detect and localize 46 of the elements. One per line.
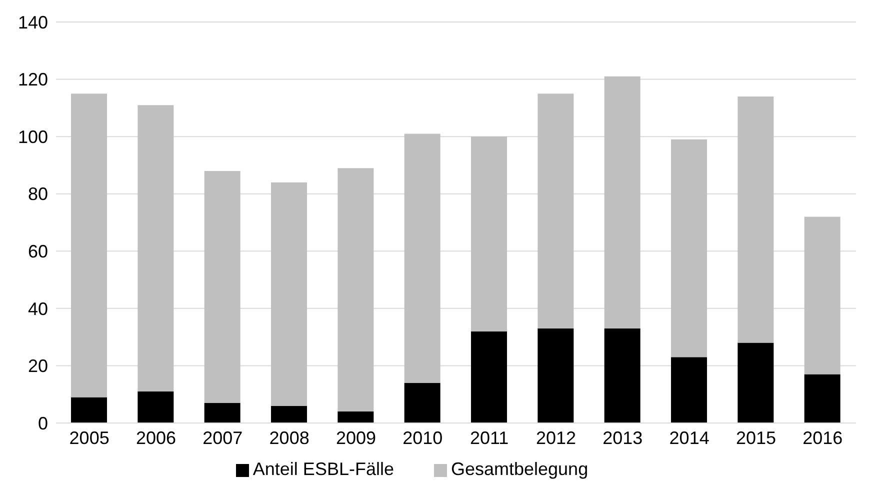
- x-tick-label: 2007: [202, 428, 243, 448]
- bar: [404, 382, 440, 423]
- y-tick-label: 60: [28, 242, 48, 262]
- bar: [138, 391, 174, 423]
- bar: [738, 96, 774, 343]
- x-tick-label: 2008: [269, 428, 310, 448]
- y-tick-label: 0: [38, 413, 48, 434]
- bar: [604, 76, 640, 328]
- bar: [738, 342, 774, 423]
- bar: [804, 216, 840, 374]
- x-tick-label: 2012: [536, 428, 576, 448]
- bar: [204, 402, 240, 423]
- y-tick-label: 20: [28, 356, 48, 376]
- x-tick-label: 2016: [802, 428, 843, 448]
- bar: [671, 139, 707, 358]
- x-tick-label: 2014: [669, 428, 710, 448]
- bar: [471, 136, 507, 332]
- legend-label: Gesamtbelegung: [450, 459, 588, 479]
- bar: [338, 412, 374, 423]
- bar: [538, 328, 574, 423]
- bar: [404, 134, 440, 383]
- x-tick-label: 2013: [602, 428, 643, 448]
- bar: [471, 331, 507, 423]
- x-tick-label: 2011: [470, 428, 509, 448]
- bar: [138, 105, 174, 392]
- bar: [271, 182, 307, 406]
- y-tick-label: 120: [18, 70, 48, 90]
- x-tick-label: 2005: [69, 428, 110, 448]
- y-tick-label: 40: [28, 298, 48, 319]
- bar: [671, 357, 707, 423]
- x-tick-label: 2015: [736, 428, 776, 448]
- y-tick-label: 80: [28, 184, 48, 204]
- y-tick-label: 140: [18, 12, 48, 32]
- x-tick-label: 2009: [336, 428, 376, 448]
- legend-label: Anteil ESBL-Fälle: [252, 459, 394, 479]
- bar: [338, 168, 374, 412]
- bar: [71, 94, 107, 398]
- bar: [71, 397, 107, 423]
- x-tick-label: 2006: [136, 428, 176, 448]
- bar: [538, 94, 574, 328]
- x-tick-label: 2010: [402, 428, 443, 448]
- bar: [271, 406, 307, 423]
- bar: [204, 170, 240, 403]
- bar: [804, 374, 840, 423]
- bar: [604, 328, 640, 423]
- y-tick-label: 100: [18, 126, 48, 147]
